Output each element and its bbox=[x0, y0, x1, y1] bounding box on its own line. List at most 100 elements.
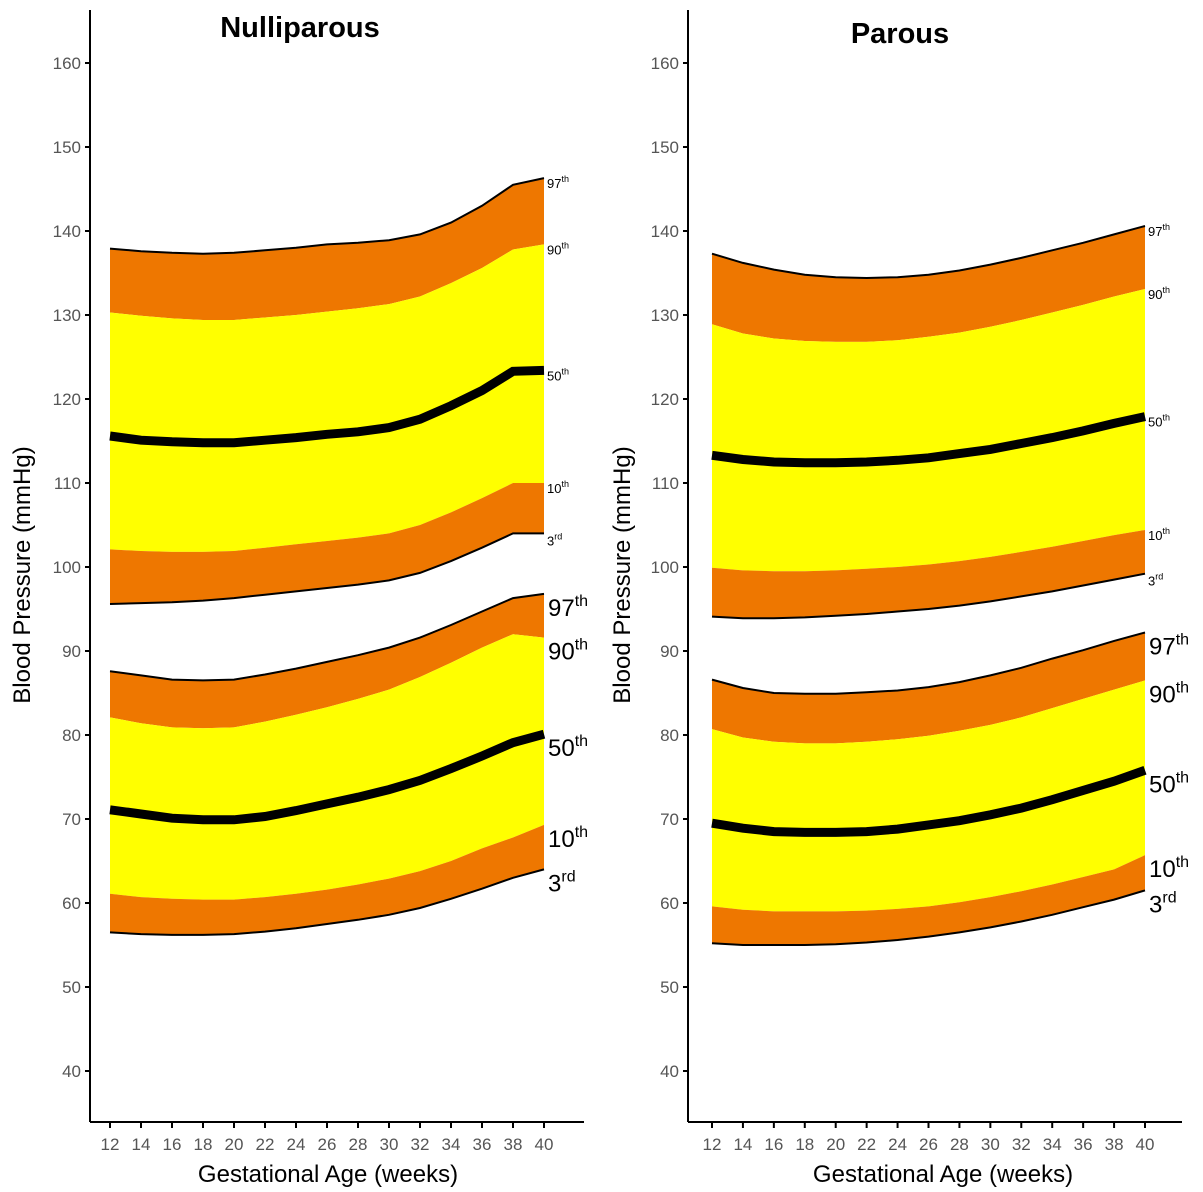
panel-title: Nulliparous bbox=[220, 12, 380, 44]
x-tick-label: 14 bbox=[132, 1135, 151, 1154]
systolic-label-50th: 50th bbox=[1148, 413, 1170, 430]
x-tick-label: 24 bbox=[888, 1135, 907, 1154]
diastolic-label-10th: 10th bbox=[548, 824, 588, 853]
x-tick-label: 12 bbox=[101, 1135, 120, 1154]
systolic-band-10-90 bbox=[712, 289, 1145, 572]
diastolic-label-10th: 10th bbox=[1149, 854, 1189, 883]
y-tick-label: 140 bbox=[53, 222, 81, 241]
x-tick-label: 38 bbox=[504, 1135, 523, 1154]
panel-nulliparous: 97th 90th 50th 10th 3rd 97th 90th 50th 10th 3rd 40… bbox=[9, 10, 588, 1188]
systolic-band-90-97 bbox=[110, 178, 544, 320]
systolic-label-10th: 10th bbox=[547, 479, 569, 496]
systolic-bands: 97th 90th 50th 10th 3rd bbox=[109, 174, 569, 605]
y-tick-label: 90 bbox=[660, 642, 679, 661]
y-tick-label: 80 bbox=[660, 726, 679, 745]
x-tick-label: 28 bbox=[950, 1135, 969, 1154]
systolic-label-3rd: 3rd bbox=[547, 531, 562, 548]
x-tick-label: 32 bbox=[1012, 1135, 1031, 1154]
x-tick-label: 34 bbox=[442, 1135, 461, 1154]
x-tick-label: 22 bbox=[256, 1135, 275, 1154]
systolic-line-3rd bbox=[109, 532, 544, 605]
y-tick-label: 110 bbox=[652, 474, 679, 493]
x-tick-label: 36 bbox=[473, 1135, 492, 1154]
diastolic-band-90-97 bbox=[110, 593, 544, 729]
y-tick-label: 110 bbox=[54, 474, 81, 493]
x-tick-label: 36 bbox=[1074, 1135, 1093, 1154]
systolic-line-50th bbox=[109, 365, 545, 448]
x-tick-label: 18 bbox=[795, 1135, 814, 1154]
diastolic-band-3-10 bbox=[712, 855, 1145, 945]
systolic-band-3-10 bbox=[110, 483, 544, 604]
y-tick-label: 40 bbox=[62, 1062, 81, 1081]
diastolic-label-90th: 90th bbox=[1149, 679, 1189, 708]
diastolic-label-3rd: 3rd bbox=[548, 868, 576, 897]
x-tick-label: 20 bbox=[225, 1135, 244, 1154]
x-tick-label: 40 bbox=[1136, 1135, 1155, 1154]
diastolic-bands: 97th 90th 50th 10th 3rd bbox=[109, 592, 588, 936]
systolic-label-3rd: 3rd bbox=[1148, 572, 1163, 589]
x-tick-label: 38 bbox=[1105, 1135, 1124, 1154]
diastolic-label-97th: 97th bbox=[548, 593, 588, 622]
y-tick-label: 60 bbox=[660, 894, 679, 913]
y-tick-label: 40 bbox=[660, 1062, 679, 1081]
x-tick-label: 26 bbox=[919, 1135, 938, 1154]
diastolic-label-97th: 97th bbox=[1149, 632, 1189, 661]
y-tick-label: 160 bbox=[53, 54, 81, 73]
y-tick-label: 100 bbox=[651, 558, 679, 577]
diastolic-label-50th: 50th bbox=[1149, 769, 1189, 798]
systolic-label-97th: 97th bbox=[547, 174, 569, 191]
y-tick-label: 70 bbox=[660, 810, 679, 829]
y-tick-label: 50 bbox=[62, 978, 81, 997]
systolic-line-97th bbox=[711, 225, 1146, 280]
y-tick-label: 150 bbox=[53, 138, 81, 157]
x-tick-label: 32 bbox=[411, 1135, 430, 1154]
y-axis-title: Blood Pressure (mmHg) bbox=[9, 446, 36, 703]
systolic-bands: 97th 90th 50th 10th 3rd bbox=[711, 222, 1170, 620]
y-tick-label: 90 bbox=[62, 642, 81, 661]
y-tick-label: 150 bbox=[651, 138, 679, 157]
y-tick-label: 80 bbox=[62, 726, 81, 745]
x-tick-label: 28 bbox=[349, 1135, 368, 1154]
diastolic-line-97th bbox=[711, 631, 1146, 695]
y-tick-label: 120 bbox=[651, 390, 679, 409]
x-tick-label: 30 bbox=[981, 1135, 1000, 1154]
systolic-line-3rd bbox=[711, 572, 1146, 620]
diastolic-band-10-90 bbox=[110, 634, 544, 900]
y-tick-label: 160 bbox=[651, 54, 679, 73]
y-tick-label: 100 bbox=[53, 558, 81, 577]
y-tick-label: 140 bbox=[651, 222, 679, 241]
diastolic-band-3-10 bbox=[110, 824, 544, 935]
x-tick-label: 20 bbox=[826, 1135, 845, 1154]
y-tick-label: 50 bbox=[660, 978, 679, 997]
systolic-label-90th: 90th bbox=[547, 240, 569, 257]
y-tick-label: 130 bbox=[53, 306, 81, 325]
x-tick-label: 18 bbox=[194, 1135, 213, 1154]
y-tick-label: 70 bbox=[62, 810, 81, 829]
diastolic-line-3rd bbox=[711, 889, 1146, 946]
diastolic-band-10-90 bbox=[712, 680, 1145, 912]
systolic-label-90th: 90th bbox=[1148, 285, 1170, 302]
diastolic-line-50th bbox=[711, 766, 1147, 837]
y-tick-label: 120 bbox=[53, 390, 81, 409]
systolic-band-3-10 bbox=[712, 530, 1145, 619]
systolic-line-50th bbox=[711, 412, 1146, 468]
panel-title: Parous bbox=[851, 18, 949, 50]
panel-parous: 97th 90th 50th 10th 3rd 97th 90th 50th 10th 3rd 40… bbox=[609, 10, 1189, 1188]
diastolic-label-3rd: 3rd bbox=[1149, 889, 1177, 918]
diastolic-line-50th bbox=[109, 729, 546, 825]
diastolic-line-97th bbox=[109, 592, 545, 682]
x-tick-label: 26 bbox=[318, 1135, 337, 1154]
systolic-line-97th bbox=[109, 177, 545, 255]
x-tick-label: 24 bbox=[287, 1135, 306, 1154]
diastolic-label-90th: 90th bbox=[548, 637, 588, 666]
systolic-label-10th: 10th bbox=[1148, 526, 1170, 543]
x-tick-label: 14 bbox=[733, 1135, 752, 1154]
systolic-label-97th: 97th bbox=[1148, 222, 1170, 239]
y-axis-title: Blood Pressure (mmHg) bbox=[609, 446, 636, 703]
y-tick-label: 60 bbox=[62, 894, 81, 913]
x-tick-label: 40 bbox=[535, 1135, 554, 1154]
systolic-label-50th: 50th bbox=[547, 366, 569, 383]
x-tick-label: 12 bbox=[703, 1135, 722, 1154]
diastolic-line-3rd bbox=[109, 868, 545, 936]
x-tick-label: 30 bbox=[380, 1135, 399, 1154]
